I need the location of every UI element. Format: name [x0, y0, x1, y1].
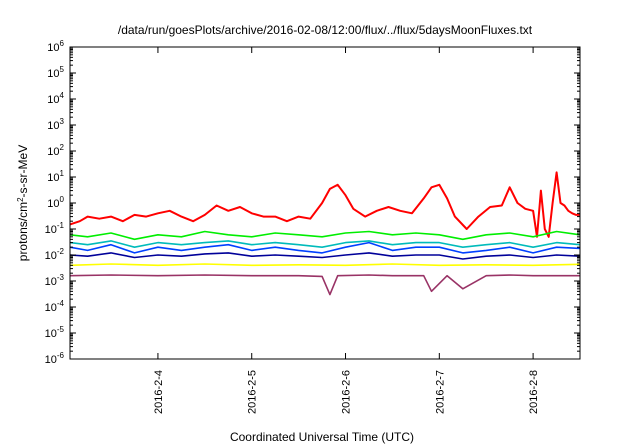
x-axis: 2016-2-4 2016-2-5 2016-2-6 2016-2-7 2016-2-8 — [153, 47, 540, 414]
series-line-1 — [69, 171, 580, 238]
y-tick-label: 102 — [47, 143, 64, 158]
y-tick-label: 103 — [47, 117, 64, 132]
y-tick-label: 10-3 — [45, 273, 65, 288]
x-axis-label: Coordinated Universal Time (UTC) — [230, 430, 414, 444]
x-tick-label: 2016-2-7 — [434, 370, 446, 414]
series-line-3 — [69, 240, 581, 248]
y-tick-label: 100 — [47, 195, 64, 210]
y-tick-label: 101 — [47, 169, 64, 184]
series-line-7 — [69, 274, 580, 296]
y-tick-label: 10-5 — [45, 325, 65, 340]
series-layer — [69, 171, 581, 296]
y-tick-label: 10-4 — [45, 299, 65, 314]
y-tick-label: 104 — [47, 91, 64, 106]
x-tick-label: 2016-2-6 — [341, 370, 353, 414]
y-axis-label: protons/cm2-s-sr-MeV — [16, 145, 30, 261]
series-line-5 — [69, 252, 581, 260]
series-line-6 — [69, 263, 581, 267]
series-line-2 — [69, 230, 581, 241]
x-tick-label: 2016-2-5 — [247, 370, 259, 414]
series-line-4 — [69, 241, 581, 254]
x-tick-label: 2016-2-8 — [528, 370, 540, 414]
y-tick-label: 10-1 — [45, 221, 65, 236]
chart-title: /data/run/goesPlots/archive/2016-02-08/1… — [118, 23, 533, 37]
y-tick-label: 10-2 — [45, 247, 65, 262]
x-tick-label: 2016-2-4 — [153, 370, 165, 414]
y-tick-label: 106 — [47, 39, 64, 54]
y-axis: 10-6 10-5 10-4 10-3 10-2 10-1 100 101 102 103 104 1… — [45, 39, 580, 366]
y-tick-label: 105 — [47, 65, 64, 80]
y-tick-label: 10-6 — [45, 351, 65, 366]
